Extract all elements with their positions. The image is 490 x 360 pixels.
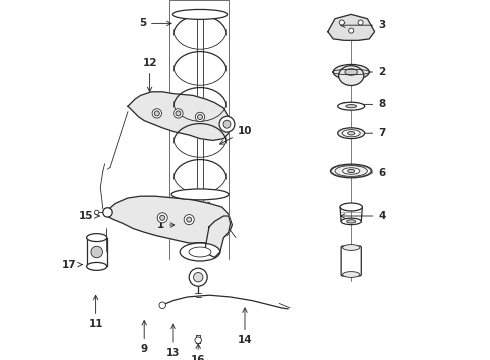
Text: 15: 15 — [78, 211, 99, 221]
Ellipse shape — [330, 164, 372, 178]
Ellipse shape — [347, 169, 355, 173]
Text: 14: 14 — [238, 308, 252, 345]
Circle shape — [159, 302, 166, 309]
Circle shape — [358, 20, 363, 25]
Polygon shape — [328, 14, 374, 40]
Ellipse shape — [180, 243, 220, 261]
Ellipse shape — [338, 102, 365, 110]
Text: 2: 2 — [341, 67, 386, 77]
Ellipse shape — [339, 66, 364, 85]
Text: 12: 12 — [143, 58, 157, 91]
Circle shape — [194, 273, 203, 282]
Circle shape — [197, 114, 202, 120]
Text: 5: 5 — [139, 18, 171, 28]
Ellipse shape — [87, 262, 107, 270]
Ellipse shape — [172, 9, 227, 19]
Circle shape — [152, 109, 162, 118]
Ellipse shape — [338, 128, 365, 139]
Circle shape — [223, 120, 231, 128]
Circle shape — [103, 208, 112, 217]
Text: 3: 3 — [341, 20, 386, 30]
Ellipse shape — [347, 220, 356, 223]
Ellipse shape — [343, 271, 360, 277]
Text: 8: 8 — [341, 99, 386, 109]
Ellipse shape — [347, 131, 355, 135]
Circle shape — [184, 215, 194, 225]
Polygon shape — [128, 92, 231, 140]
Circle shape — [95, 210, 99, 215]
Ellipse shape — [171, 189, 229, 200]
Text: 4: 4 — [341, 211, 386, 221]
Circle shape — [154, 111, 159, 116]
Ellipse shape — [189, 247, 211, 257]
Text: 17: 17 — [62, 260, 82, 270]
FancyBboxPatch shape — [341, 246, 361, 276]
Circle shape — [195, 337, 201, 343]
Polygon shape — [205, 216, 231, 257]
Circle shape — [196, 112, 205, 122]
Circle shape — [189, 268, 207, 286]
Circle shape — [349, 28, 354, 33]
Text: 6: 6 — [341, 168, 386, 178]
Text: 11: 11 — [88, 296, 103, 329]
Ellipse shape — [340, 203, 363, 211]
Circle shape — [174, 109, 183, 118]
Circle shape — [219, 116, 235, 132]
Circle shape — [340, 20, 344, 25]
Circle shape — [187, 217, 192, 222]
Ellipse shape — [343, 168, 360, 174]
Ellipse shape — [341, 218, 361, 225]
Ellipse shape — [343, 245, 360, 251]
Ellipse shape — [346, 104, 357, 108]
Text: 16: 16 — [191, 344, 205, 360]
Ellipse shape — [333, 64, 369, 80]
Polygon shape — [104, 196, 232, 243]
Text: 9: 9 — [141, 321, 148, 354]
Text: 10: 10 — [220, 126, 252, 144]
Text: 7: 7 — [341, 128, 386, 138]
Ellipse shape — [87, 234, 107, 242]
Text: 13: 13 — [166, 324, 180, 358]
Circle shape — [91, 246, 102, 258]
Ellipse shape — [342, 130, 360, 137]
Circle shape — [176, 111, 181, 116]
Circle shape — [160, 215, 165, 220]
Ellipse shape — [345, 69, 358, 75]
Circle shape — [157, 213, 167, 223]
Ellipse shape — [335, 166, 368, 176]
Text: 1: 1 — [157, 220, 174, 230]
